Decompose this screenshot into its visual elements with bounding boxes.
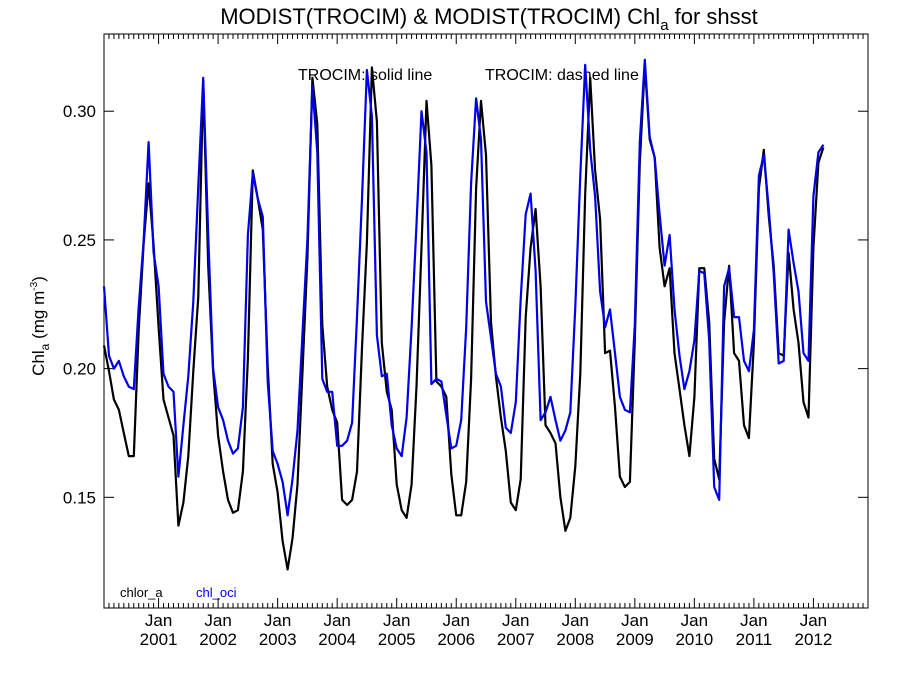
x-tick-year-label: 2008 (556, 630, 594, 649)
x-tick-year-label: 2010 (675, 630, 713, 649)
x-tick-year-label: 2002 (199, 630, 237, 649)
legend-chl-oci: chl_oci (196, 585, 237, 600)
annotation-dashed: TROCIM: dashed line (485, 67, 639, 84)
x-tick-year-label: 2003 (259, 630, 297, 649)
x-tick-year-label: 2007 (497, 630, 535, 649)
x-tick-year-label: 2005 (378, 630, 416, 649)
y-tick-label: 0.25 (63, 231, 96, 250)
x-tick-month-label: Jan (264, 611, 291, 630)
x-tick-year-label: 2001 (140, 630, 178, 649)
x-tick-month-label: Jan (204, 611, 231, 630)
y-tick-label: 0.20 (63, 360, 96, 379)
x-tick-month-label: Jan (145, 611, 172, 630)
series-line-chl-oci (102, 58, 825, 517)
y-axis-label: Chla (mg m-3) (29, 276, 52, 376)
x-tick-month-label: Jan (562, 611, 589, 630)
x-tick-year-label: 2006 (437, 630, 475, 649)
data-lines (102, 58, 825, 571)
x-tick-month-label: Jan (740, 611, 767, 630)
x-axis: Jan2001Jan2002Jan2003Jan2004Jan2005Jan20… (103, 34, 869, 649)
x-tick-month-label: Jan (502, 611, 529, 630)
x-tick-month-label: Jan (323, 611, 350, 630)
y-axis: 0.15 0.20 0.25 0.30 (63, 102, 868, 507)
x-tick-month-label: Jan (681, 611, 708, 630)
chart-title: MODIST(TROCIM) & MODIST(TROCIM) Chla for… (220, 4, 758, 34)
x-tick-month-label: Jan (443, 611, 470, 630)
legend-chlor-a: chlor_a (120, 585, 163, 600)
x-tick-year-label: 2011 (736, 630, 773, 649)
x-tick-year-label: 2004 (318, 630, 356, 649)
x-tick-year-label: 2012 (795, 630, 833, 649)
y-tick-label: 0.15 (63, 488, 96, 507)
x-tick-month-label: Jan (800, 611, 827, 630)
y-tick-label: 0.30 (63, 102, 96, 121)
x-tick-year-label: 2009 (616, 630, 654, 649)
x-tick-month-label: Jan (383, 611, 410, 630)
x-tick-month-label: Jan (621, 611, 648, 630)
series-line-chlor-a (102, 63, 825, 571)
annotation-solid: TROCIM: solid line (298, 67, 432, 84)
